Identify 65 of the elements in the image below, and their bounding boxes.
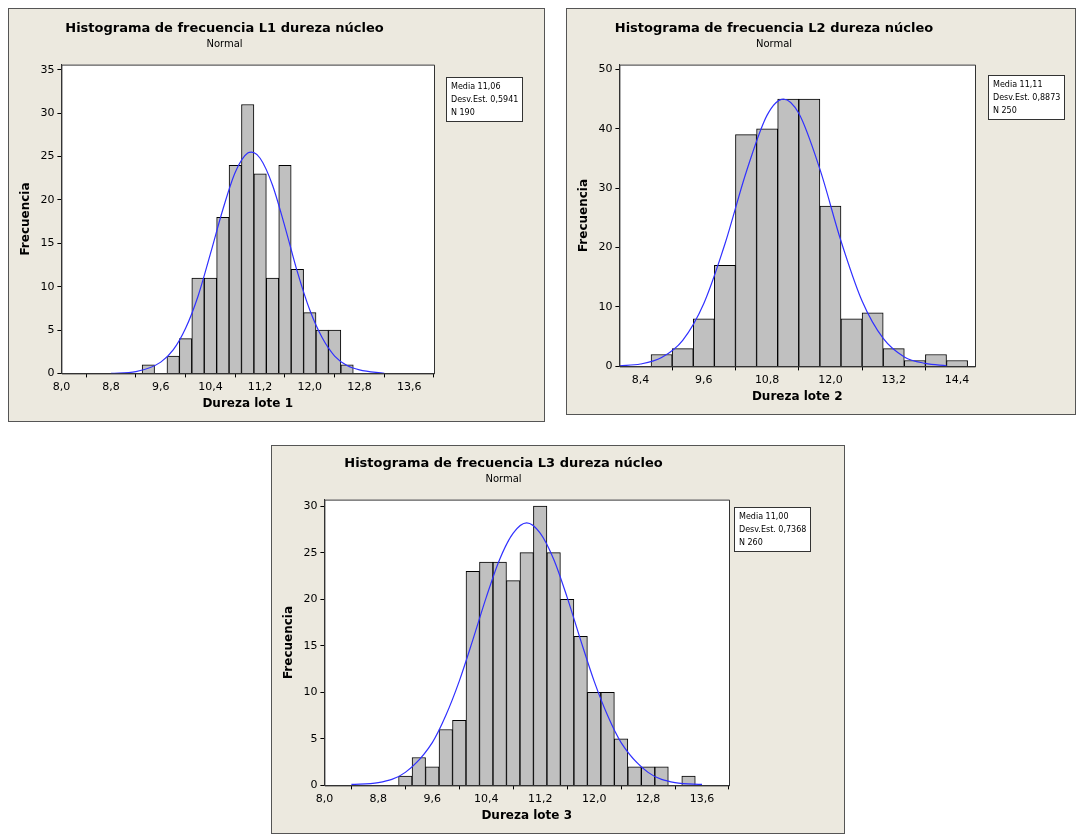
- x-tick-label: 9,6: [695, 372, 713, 386]
- x-tick-label: 13,6: [396, 379, 422, 393]
- y-axis-title: Frecuencia: [576, 178, 591, 253]
- chart-subtitle: Normal: [206, 38, 243, 50]
- x-tick-label: 8,0: [52, 379, 71, 393]
- text: Media 11,11: [993, 79, 1044, 91]
- y-tick-label: 15: [40, 236, 55, 250]
- y-tick-label: 0: [605, 359, 613, 373]
- text: N 260: [739, 537, 764, 549]
- y-tick-label: 5: [47, 322, 55, 336]
- y-axis-title: Frecuencia: [281, 605, 296, 680]
- text: Desv.Est. 0,5941: [451, 94, 519, 106]
- text: Media 11,06: [451, 81, 502, 93]
- x-tick-label: 14,4: [944, 372, 970, 386]
- chart-title: Histograma de frecuencia L2 dureza núcleo: [614, 20, 934, 36]
- x-tick-label: 13,2: [881, 372, 906, 386]
- x-tick-label: 12,0: [818, 372, 843, 386]
- x-axis-title: Dureza lote 1: [202, 395, 293, 410]
- x-tick-label: 12,0: [297, 379, 323, 393]
- x-tick-label: 11,2: [247, 379, 273, 393]
- y-tick-label: 35: [40, 62, 55, 76]
- x-axis-title: Dureza lote 2: [751, 388, 843, 403]
- line-series: [350, 522, 703, 786]
- y-tick-label: 10: [40, 279, 55, 293]
- y-tick-label: 20: [598, 240, 613, 254]
- text: N 250: [993, 105, 1018, 117]
- chart-title: Histograma de frecuencia L3 dureza núcleo: [344, 455, 663, 471]
- x-tick-label: 8,8: [369, 791, 388, 805]
- chart-subtitle: Normal: [485, 473, 522, 485]
- x-tick-label: 8,8: [102, 379, 120, 393]
- x-tick-label: 9,6: [423, 791, 442, 805]
- y-tick-label: 10: [598, 299, 613, 313]
- y-tick-label: 50: [598, 62, 613, 76]
- chart-subtitle: Normal: [755, 38, 793, 50]
- x-tick-label: 12,8: [347, 379, 372, 393]
- text: Desv.Est. 0,8873: [993, 92, 1061, 104]
- y-axis-title: Frecuencia: [18, 182, 33, 256]
- chart-title: Histograma de frecuencia L1 dureza núcleo: [65, 20, 384, 36]
- x-tick-label: 10,4: [473, 791, 499, 805]
- x-axis-title: Dureza lote 3: [481, 807, 572, 822]
- text: Desv.Est. 0,7368: [739, 524, 807, 536]
- y-tick-label: 30: [40, 106, 55, 120]
- y-tick-label: 0: [47, 366, 55, 380]
- x-tick-label: 12,8: [635, 791, 661, 805]
- x-tick-label: 9,6: [152, 379, 170, 393]
- y-tick-label: 40: [598, 121, 613, 135]
- y-tick-label: 25: [40, 149, 55, 163]
- x-tick-label: 8,4: [631, 372, 650, 386]
- x-tick-label: 8,0: [315, 791, 334, 805]
- x-tick-label: 13,6: [689, 791, 715, 805]
- x-tick-label: 10,8: [754, 372, 780, 386]
- y-tick-label: 30: [598, 181, 613, 195]
- y-tick-label: 20: [40, 192, 55, 206]
- y-tick-label: 5: [310, 731, 318, 745]
- y-tick-label: 15: [303, 638, 318, 652]
- y-tick-label: 10: [303, 685, 318, 699]
- y-tick-label: 20: [303, 592, 318, 606]
- text: N 190: [451, 107, 476, 119]
- y-tick-label: 0: [310, 778, 318, 792]
- x-tick-label: 11,2: [527, 791, 553, 805]
- y-tick-label: 25: [303, 545, 318, 559]
- x-tick-label: 12,0: [581, 791, 607, 805]
- x-tick-label: 10,4: [198, 379, 223, 393]
- y-tick-label: 30: [303, 498, 318, 512]
- text: Media 11,00: [739, 511, 790, 523]
